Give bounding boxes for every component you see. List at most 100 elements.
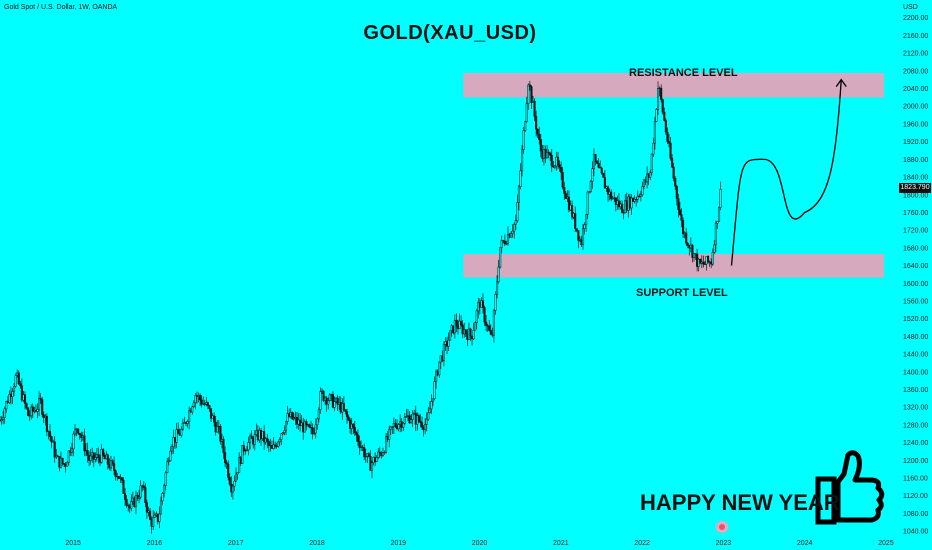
candle	[411, 410, 414, 428]
candle	[180, 426, 183, 438]
candle	[599, 160, 602, 169]
candle	[169, 446, 172, 462]
candle	[245, 445, 249, 452]
candle	[686, 241, 689, 249]
candle	[622, 209, 625, 220]
candle	[123, 487, 127, 507]
candle	[633, 195, 636, 204]
candle	[194, 392, 197, 410]
candle	[363, 443, 366, 461]
candle	[130, 494, 133, 512]
candle	[385, 432, 388, 454]
candle	[652, 137, 655, 157]
candle	[342, 395, 345, 412]
candle	[249, 433, 252, 450]
candle	[364, 448, 367, 463]
candle	[78, 432, 81, 440]
time-axis: 2015 2016 2017 2018 2019 2020 2021 2022 2023 2024…	[65, 540, 893, 547]
candle	[716, 221, 719, 230]
candle	[311, 423, 314, 440]
price-tick-label: 1520.00	[903, 316, 928, 323]
candle	[717, 206, 721, 222]
price-tick-label: 1240.00	[903, 440, 928, 447]
candle	[117, 475, 120, 480]
candle	[610, 189, 613, 202]
candle	[655, 108, 658, 123]
candle	[560, 161, 563, 181]
candle	[682, 217, 685, 239]
candle	[45, 413, 48, 437]
candle	[435, 369, 438, 389]
candle	[233, 475, 236, 492]
candle	[680, 208, 683, 228]
candle	[224, 446, 227, 468]
candle	[506, 226, 510, 246]
candles-layer	[0, 80, 722, 534]
candle	[664, 118, 667, 135]
candle	[574, 206, 577, 233]
support-label: SUPPORT LEVEL	[636, 287, 728, 299]
candle	[181, 418, 184, 431]
candle	[158, 506, 161, 529]
candle	[20, 378, 23, 403]
price-tick-label: 2080.00	[903, 68, 928, 75]
candle	[30, 404, 33, 420]
price-tick-label: 1680.00	[903, 245, 928, 252]
candle	[322, 390, 325, 402]
price-tick-label: 1160.00	[903, 476, 928, 483]
candle	[586, 190, 589, 220]
candle	[86, 442, 89, 463]
candle	[669, 137, 672, 161]
candle	[522, 126, 525, 154]
price-tick-label: 1560.00	[903, 298, 928, 305]
candle	[431, 398, 435, 407]
candle	[377, 448, 380, 460]
candle	[666, 127, 669, 145]
candle	[561, 167, 564, 190]
candle	[66, 461, 69, 467]
candle	[149, 507, 152, 521]
candle	[489, 324, 492, 336]
candle	[152, 510, 155, 530]
resistance-zone	[463, 73, 884, 98]
candle	[516, 194, 519, 223]
candle	[303, 419, 306, 433]
year-tick-label: 2018	[309, 540, 325, 547]
candle	[241, 445, 244, 464]
candle	[403, 412, 406, 425]
projection-arrowhead	[835, 78, 847, 88]
candle	[546, 144, 549, 159]
candle	[499, 247, 502, 269]
price-tick-label: 1840.00	[903, 175, 928, 182]
candle	[280, 433, 283, 446]
candle	[166, 457, 169, 474]
chart-title: GOLD(XAU_USD)	[363, 22, 537, 44]
candle	[388, 425, 391, 448]
candle	[653, 116, 656, 150]
candle	[83, 428, 86, 457]
candle	[113, 456, 116, 476]
candle	[602, 172, 605, 178]
price-tick-label: 1200.00	[903, 458, 928, 465]
candle	[461, 320, 464, 339]
candle	[136, 492, 139, 501]
candle	[17, 370, 20, 385]
candle	[253, 430, 256, 451]
candle	[447, 332, 450, 351]
price-tick-label: 2160.00	[903, 33, 928, 40]
greeting-text: HAPPY NEW YEAR	[640, 490, 840, 515]
candle	[299, 413, 302, 432]
candle	[535, 110, 538, 137]
candle	[356, 429, 359, 446]
candle	[527, 83, 530, 110]
candle	[328, 392, 331, 402]
candle	[419, 414, 422, 428]
candle	[267, 439, 270, 453]
candle	[394, 419, 397, 429]
candle	[38, 390, 41, 417]
candle	[558, 160, 561, 172]
candle	[227, 460, 230, 481]
candle	[142, 480, 145, 491]
candle	[556, 151, 560, 170]
